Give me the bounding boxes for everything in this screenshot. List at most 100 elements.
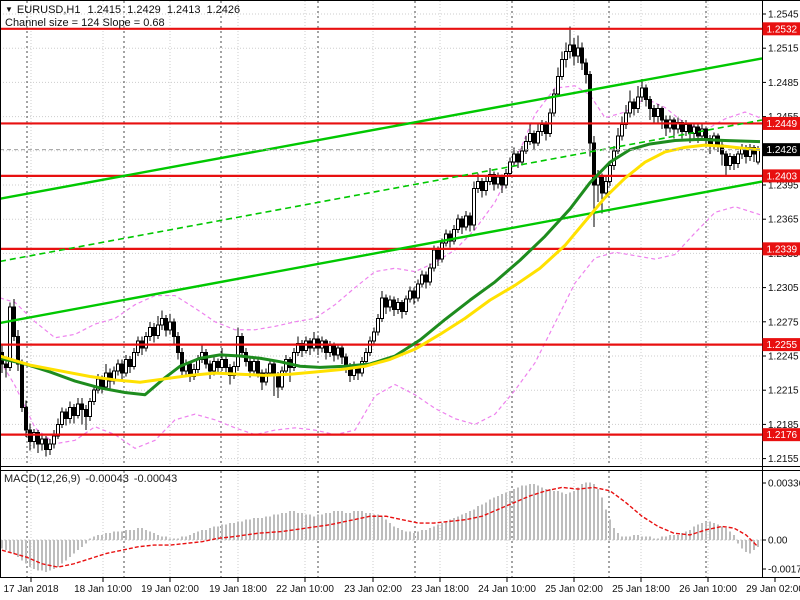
candle-bullish [536, 130, 540, 144]
macd-histogram-bar [161, 536, 163, 540]
channel-lower-line[interactable] [0, 180, 763, 325]
macd-histogram-bar [93, 536, 95, 540]
macd-histogram-bar [649, 536, 651, 540]
macd-histogram-bar [405, 531, 407, 540]
candle-bullish [252, 361, 256, 372]
chart-header: ▼ EURUSD,H1 1.2415 1.2429 1.2413 1.2426 Chann… [5, 3, 246, 30]
macd-histogram-bar [537, 485, 539, 540]
candle-bullish [472, 187, 476, 226]
macd-histogram-bar [109, 533, 111, 540]
macd-histogram-bar [129, 529, 131, 540]
candle-bullish [408, 290, 412, 300]
macd-histogram-bar [29, 540, 31, 568]
macd-histogram-bar [637, 534, 639, 540]
macd-histogram-bar [757, 540, 759, 547]
candle-bullish [396, 301, 400, 310]
channel-upper-line[interactable] [0, 57, 763, 200]
macd-signal-line [1, 486, 759, 568]
candle-bullish [40, 438, 44, 445]
candle-bullish [56, 423, 60, 437]
candle-bullish [488, 174, 492, 183]
macd-axis-label: -0.00178 [768, 565, 800, 576]
candle-bullish [388, 299, 392, 308]
candle-bullish [132, 352, 136, 367]
macd-histogram-bar [645, 536, 647, 540]
candle-bullish [748, 146, 752, 158]
macd-histogram-bar [5, 540, 7, 551]
macd-histogram-bar [709, 521, 711, 540]
candle-bullish [676, 121, 680, 130]
candle-bearish [400, 301, 404, 313]
candle-bearish [500, 176, 504, 186]
macd-histogram-bar [53, 540, 55, 569]
symbol-dropdown-arrow-icon[interactable]: ▼ [5, 5, 13, 14]
macd-histogram-bar [65, 540, 67, 561]
candle-bullish [540, 124, 544, 132]
macd-histogram-bar [465, 512, 467, 540]
candle-bullish [756, 149, 760, 163]
candle-bullish [432, 249, 436, 269]
candle-bearish [216, 361, 220, 368]
macd-histogram-bar [713, 523, 715, 540]
candle-bearish [468, 215, 472, 226]
price-level-badge-text: 1.2403 [767, 171, 798, 182]
candle-bullish [524, 141, 528, 152]
candle-bearish [260, 372, 264, 383]
macd-histogram-bar [505, 492, 507, 540]
macd-histogram-bar [73, 540, 75, 554]
candle-bullish [296, 342, 300, 354]
candle-bearish [584, 62, 588, 75]
macd-histogram-bar [673, 534, 675, 540]
macd-histogram-bar [593, 484, 595, 540]
candle-bearish [424, 274, 428, 283]
macd-histogram-bar [705, 521, 707, 540]
macd-histogram-bar [629, 536, 631, 540]
channel-mid-line[interactable] [0, 119, 763, 263]
candle-bullish [556, 76, 560, 95]
macd-histogram-bar [277, 514, 279, 540]
macd-value-signal: -0.00043 [133, 473, 178, 485]
candle-bearish [316, 338, 320, 349]
candle-bearish [120, 363, 124, 374]
price-level-badge [762, 428, 800, 442]
candle-bullish [640, 87, 644, 98]
candle-bearish [108, 372, 112, 382]
macd-histogram-bar [249, 519, 251, 540]
macd-histogram-bar [337, 511, 339, 540]
panel-frames [0, 0, 800, 578]
candle-bullish [280, 370, 284, 388]
candle-bullish [444, 233, 448, 244]
candle-bearish [688, 124, 692, 135]
time-axis-label: 22 Jan 10:00 [276, 584, 334, 595]
time-axis-label: 19 Jan 18:00 [209, 584, 267, 595]
candle-bullish [380, 297, 384, 319]
candle-bullish [636, 96, 640, 110]
macd-histogram-bar [553, 490, 555, 540]
trend-channel[interactable] [0, 57, 763, 325]
candle-bearish [12, 306, 16, 338]
macd-histogram-bar [617, 533, 619, 540]
candle-bearish [152, 327, 156, 336]
macd-axis-label: 0.00336 [768, 479, 800, 490]
macd-histogram-bar [669, 534, 671, 540]
macd-histogram-bar [621, 536, 623, 540]
candle-bullish [32, 431, 36, 443]
macd-histogram-bar [517, 487, 519, 540]
macd-histogram-bar [393, 526, 395, 540]
time-axis-label: 23 Jan 02:00 [344, 584, 402, 595]
macd-histogram-bar [181, 536, 183, 540]
macd-histogram-bar [549, 489, 551, 540]
macd-histogram-bar [169, 538, 171, 540]
channel-info-label: Channel size = 124 Slope = 0.68 [5, 17, 165, 29]
macd-histogram-bar [257, 517, 259, 540]
candle-bullish [268, 363, 272, 374]
candle-bearish [20, 363, 24, 408]
macd-histogram-bar [373, 514, 375, 540]
macd-histogram-bar [113, 531, 115, 540]
macd-histogram-bar [81, 540, 83, 547]
macd-histogram-bar [737, 540, 739, 544]
macd-histogram-bar [177, 538, 179, 540]
macd-histogram-bar [265, 516, 267, 540]
macd-histogram-bar [521, 485, 523, 540]
